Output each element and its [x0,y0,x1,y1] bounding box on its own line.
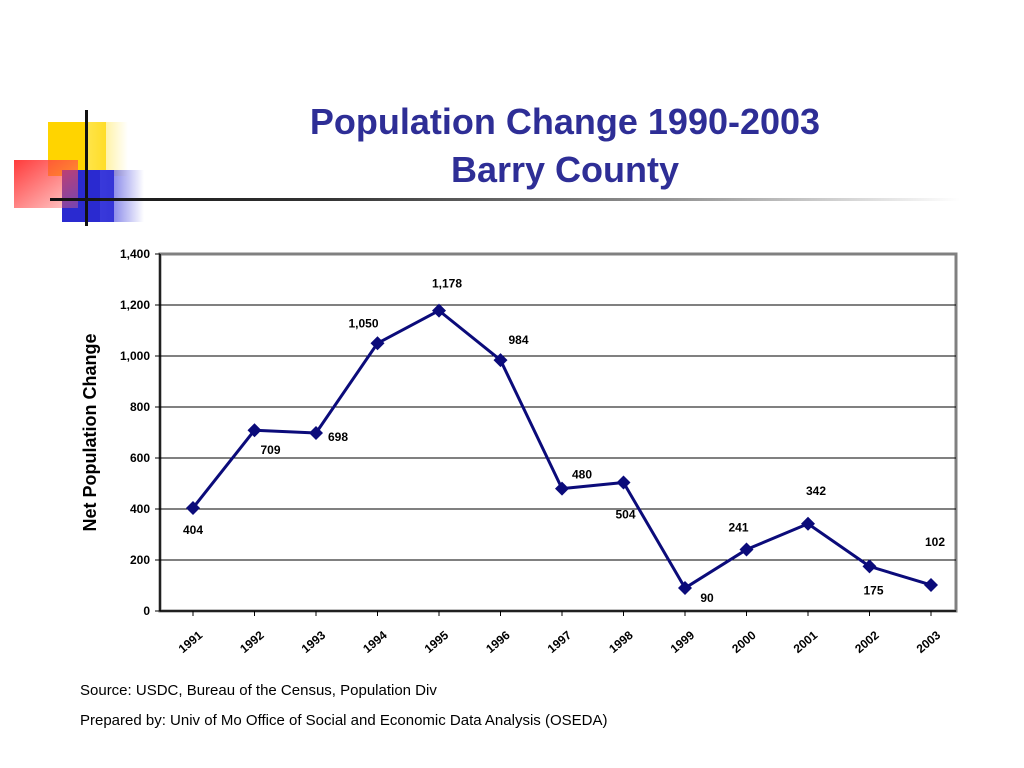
slide-title-line2: Barry County [450,149,680,190]
data-label: 504 [615,507,635,521]
y-tick-label: 1,200 [120,298,150,312]
x-tick-label: 2002 [852,628,882,656]
data-label: 90 [700,591,714,605]
x-tick-label: 1993 [299,628,329,656]
x-tick-label: 1998 [606,628,636,656]
data-label: 984 [508,333,528,347]
data-label: 342 [806,484,826,498]
data-label: 709 [260,443,280,457]
y-tick-label: 800 [130,400,150,414]
data-point [616,475,631,490]
data-label: 1,050 [348,316,378,330]
data-label: 1,178 [432,277,462,291]
data-label: 175 [863,583,883,597]
prepared-by-note: Prepared by: Univ of Mo Office of Social… [80,712,608,729]
decor-blue-fade [100,170,144,222]
data-point [678,581,692,596]
x-tick-label: 1992 [237,628,267,656]
y-tick-label: 200 [130,553,150,567]
x-tick-label: 1996 [483,628,513,656]
x-tick-label: 1995 [422,628,452,656]
data-point [739,542,754,557]
data-point [862,559,877,574]
data-point [555,481,569,496]
data-point [370,336,385,351]
data-point [432,303,446,318]
y-tick-label: 0 [143,604,150,618]
data-label: 698 [328,430,348,444]
data-point [924,577,938,592]
data-point [247,423,262,438]
data-label: 102 [925,535,945,549]
data-point [801,516,815,531]
y-tick-label: 600 [130,451,150,465]
y-tick-label: 1,000 [120,349,150,363]
data-label: 480 [572,468,592,482]
x-tick-label: 2000 [729,628,759,656]
data-point [186,500,200,515]
decor-horizontal-line [50,198,960,201]
data-point [309,426,323,441]
decor-yellow-fade [88,122,128,176]
data-point [493,353,508,368]
source-note: Source: USDC, Bureau of the Census, Popu… [80,682,437,699]
data-label: 404 [183,523,203,537]
slide-title-line1: Population Change 1990-2003 [309,101,821,142]
x-tick-label: 2001 [791,628,821,656]
x-tick-label: 1991 [176,628,206,656]
data-label: 241 [728,521,748,535]
y-axis-title: Net Population Change [80,334,100,532]
x-tick-label: 1994 [360,628,390,656]
x-tick-label: 1999 [668,628,698,656]
decor-vertical-line [85,110,88,226]
x-tick-label: 2003 [914,628,944,656]
x-tick-label: 1997 [545,628,575,656]
y-tick-label: 400 [130,502,150,516]
y-tick-label: 1,400 [120,247,150,261]
